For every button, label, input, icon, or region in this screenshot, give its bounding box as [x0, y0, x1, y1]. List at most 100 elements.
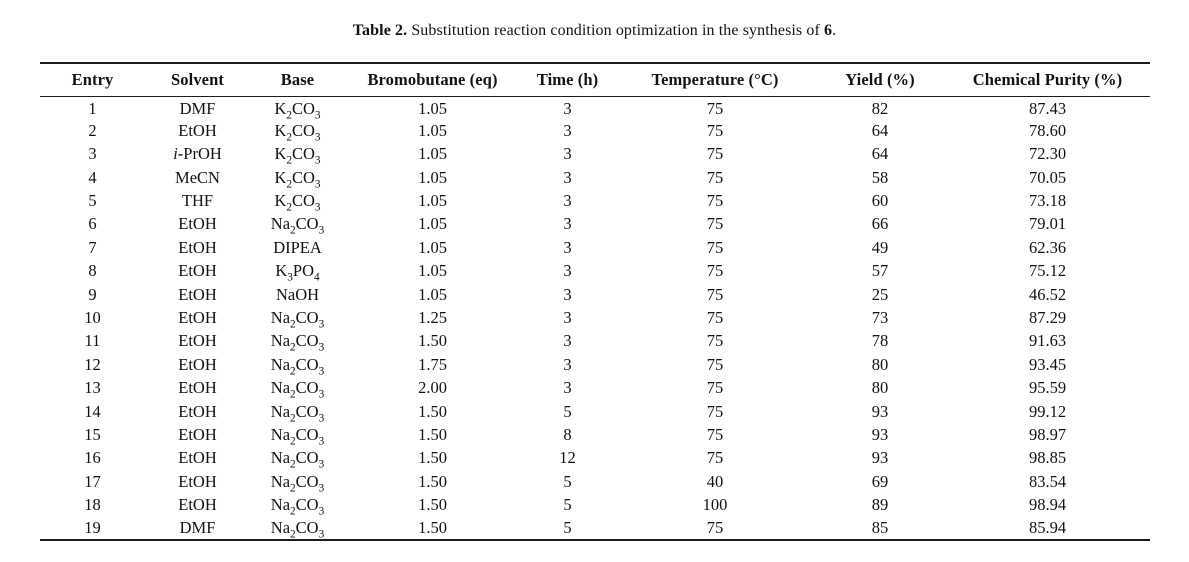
cell-base: Na2CO3: [270, 378, 325, 401]
cell-temperature: 75: [706, 448, 724, 468]
cell-yield: 93: [871, 401, 889, 421]
cell-entry: 13: [84, 378, 101, 398]
table-row: 6 EtOH Na2CO3 1.05 3 75 66 79.01: [40, 213, 1150, 237]
table-row: 1 DMF K2CO3 1.05 3 75 82 87.43: [40, 96, 1150, 121]
cell-purity: 98.97: [1028, 424, 1067, 444]
cell-purity: 98.85: [1028, 448, 1067, 468]
cell-entry: 19: [84, 517, 101, 537]
cell-temperature: 75: [706, 99, 724, 119]
cell-time: 3: [563, 307, 572, 327]
cell-bromobutane: 1.25: [418, 307, 447, 327]
cell-solvent: EtOH: [178, 307, 217, 327]
cell-purity: 62.36: [1028, 237, 1067, 257]
cell-solvent: EtOH: [178, 214, 217, 234]
cell-yield: 78: [871, 331, 889, 351]
cell-temperature: 75: [706, 120, 724, 140]
cell-temperature: 75: [706, 284, 724, 304]
cell-temperature: 75: [706, 261, 724, 281]
table-row: 17 EtOH Na2CO3 1.50 5 40 69 83.54: [40, 470, 1150, 494]
cell-bromobutane: 1.50: [418, 331, 447, 351]
cell-entry: 11: [84, 331, 101, 351]
cell-bromobutane: 1.75: [418, 354, 447, 374]
table-row: 16 EtOH Na2CO3 1.50 12 75 93 98.85: [40, 447, 1150, 470]
cell-entry: 16: [84, 448, 101, 468]
column-header-entry: Entry: [40, 63, 145, 97]
cell-entry: 2: [88, 120, 97, 140]
cell-time: 3: [563, 214, 572, 234]
cell-time: 5: [563, 471, 572, 491]
table-row: 18 EtOH Na2CO3 1.50 5 100 89 98.94: [40, 494, 1150, 517]
cell-yield: 80: [871, 354, 889, 374]
cell-purity: 95.59: [1028, 378, 1067, 398]
cell-temperature: 75: [706, 237, 724, 257]
cell-time: 3: [563, 378, 572, 398]
cell-solvent: EtOH: [178, 401, 217, 421]
cell-purity: 75.12: [1028, 261, 1067, 281]
cell-purity: 91.63: [1028, 331, 1067, 351]
cell-base: Na2CO3: [270, 401, 325, 424]
cell-bromobutane: 1.05: [418, 191, 447, 210]
cell-temperature: 75: [706, 354, 724, 374]
cell-yield: 58: [871, 167, 889, 187]
cell-bromobutane: 1.05: [418, 120, 447, 140]
cell-yield: 64: [871, 120, 889, 140]
table-row: 2 EtOH K2CO3 1.05 3 75 64 78.60: [40, 119, 1150, 143]
cell-solvent: MeCN: [175, 167, 220, 187]
cell-yield: 89: [871, 495, 889, 515]
cell-base: Na2CO3: [270, 424, 325, 448]
cell-base: Na2CO3: [270, 517, 325, 541]
column-header-purity: Chemical Purity (%): [945, 63, 1150, 97]
column-header-temperature: Temperature (°C): [615, 63, 815, 97]
cell-time: 12: [559, 448, 576, 468]
cell-solvent: EtOH: [178, 120, 217, 140]
cell-base: DIPEA: [273, 237, 322, 257]
cell-entry: 9: [88, 284, 97, 304]
table-row: 4 MeCN K2CO3 1.05 3 75 58 70.05: [40, 166, 1150, 190]
cell-bromobutane: 1.50: [418, 448, 447, 468]
cell-base: Na2CO3: [270, 471, 325, 494]
cell-time: 3: [563, 284, 572, 304]
cell-bromobutane: 1.50: [418, 495, 447, 515]
column-header-base: Base: [250, 63, 345, 97]
cell-bromobutane: 1.50: [418, 517, 447, 537]
cell-bromobutane: 1.05: [418, 214, 447, 234]
cell-purity: 46.52: [1028, 284, 1067, 304]
cell-bromobutane: 2.00: [418, 378, 447, 398]
cell-temperature: 75: [706, 144, 724, 164]
table-header: Entry Solvent Base Bromobutane (eq) Time…: [40, 63, 1150, 97]
cell-entry: 1: [88, 99, 97, 119]
cell-temperature: 75: [706, 167, 724, 187]
cell-entry: 10: [84, 307, 101, 327]
cell-base: Na2CO3: [270, 331, 325, 354]
column-header-bromobutane: Bromobutane (eq): [345, 63, 520, 97]
cell-time: 3: [563, 261, 572, 281]
cell-time: 3: [563, 120, 572, 140]
cell-purity: 79.01: [1028, 214, 1067, 234]
cell-entry: 15: [84, 424, 101, 444]
cell-solvent: EtOH: [178, 354, 217, 374]
table-row: 11 EtOH Na2CO3 1.50 3 75 78 91.63: [40, 330, 1150, 353]
cell-purity: 70.05: [1028, 167, 1067, 187]
cell-bromobutane: 1.05: [418, 237, 447, 257]
cell-solvent: EtOH: [178, 424, 217, 444]
cell-yield: 69: [871, 471, 889, 491]
cell-solvent: EtOH: [178, 495, 217, 515]
header-row: Entry Solvent Base Bromobutane (eq) Time…: [40, 63, 1150, 97]
table-row: 7 EtOH DIPEA 1.05 3 75 49 62.36: [40, 236, 1150, 259]
cell-temperature: 40: [706, 471, 724, 491]
cell-entry: 6: [88, 214, 97, 234]
cell-bromobutane: 1.05: [418, 167, 447, 187]
cell-purity: 83.54: [1028, 471, 1067, 491]
cell-bromobutane: 1.50: [418, 401, 447, 421]
cell-temperature: 100: [702, 495, 728, 515]
cell-time: 3: [563, 191, 572, 210]
cell-purity: 72.30: [1028, 144, 1067, 164]
cell-entry: 12: [84, 354, 101, 374]
cell-time: 3: [563, 144, 572, 164]
cell-yield: 82: [871, 99, 889, 119]
table-row: 19 DMF Na2CO3 1.50 5 75 85 85.94: [40, 517, 1150, 540]
caption-text: Substitution reaction condition optimiza…: [411, 22, 820, 39]
table-row: 10 EtOH Na2CO3 1.25 3 75 73 87.29: [40, 307, 1150, 330]
table-row: 8 EtOH K3PO4 1.05 3 75 57 75.12: [40, 260, 1150, 283]
